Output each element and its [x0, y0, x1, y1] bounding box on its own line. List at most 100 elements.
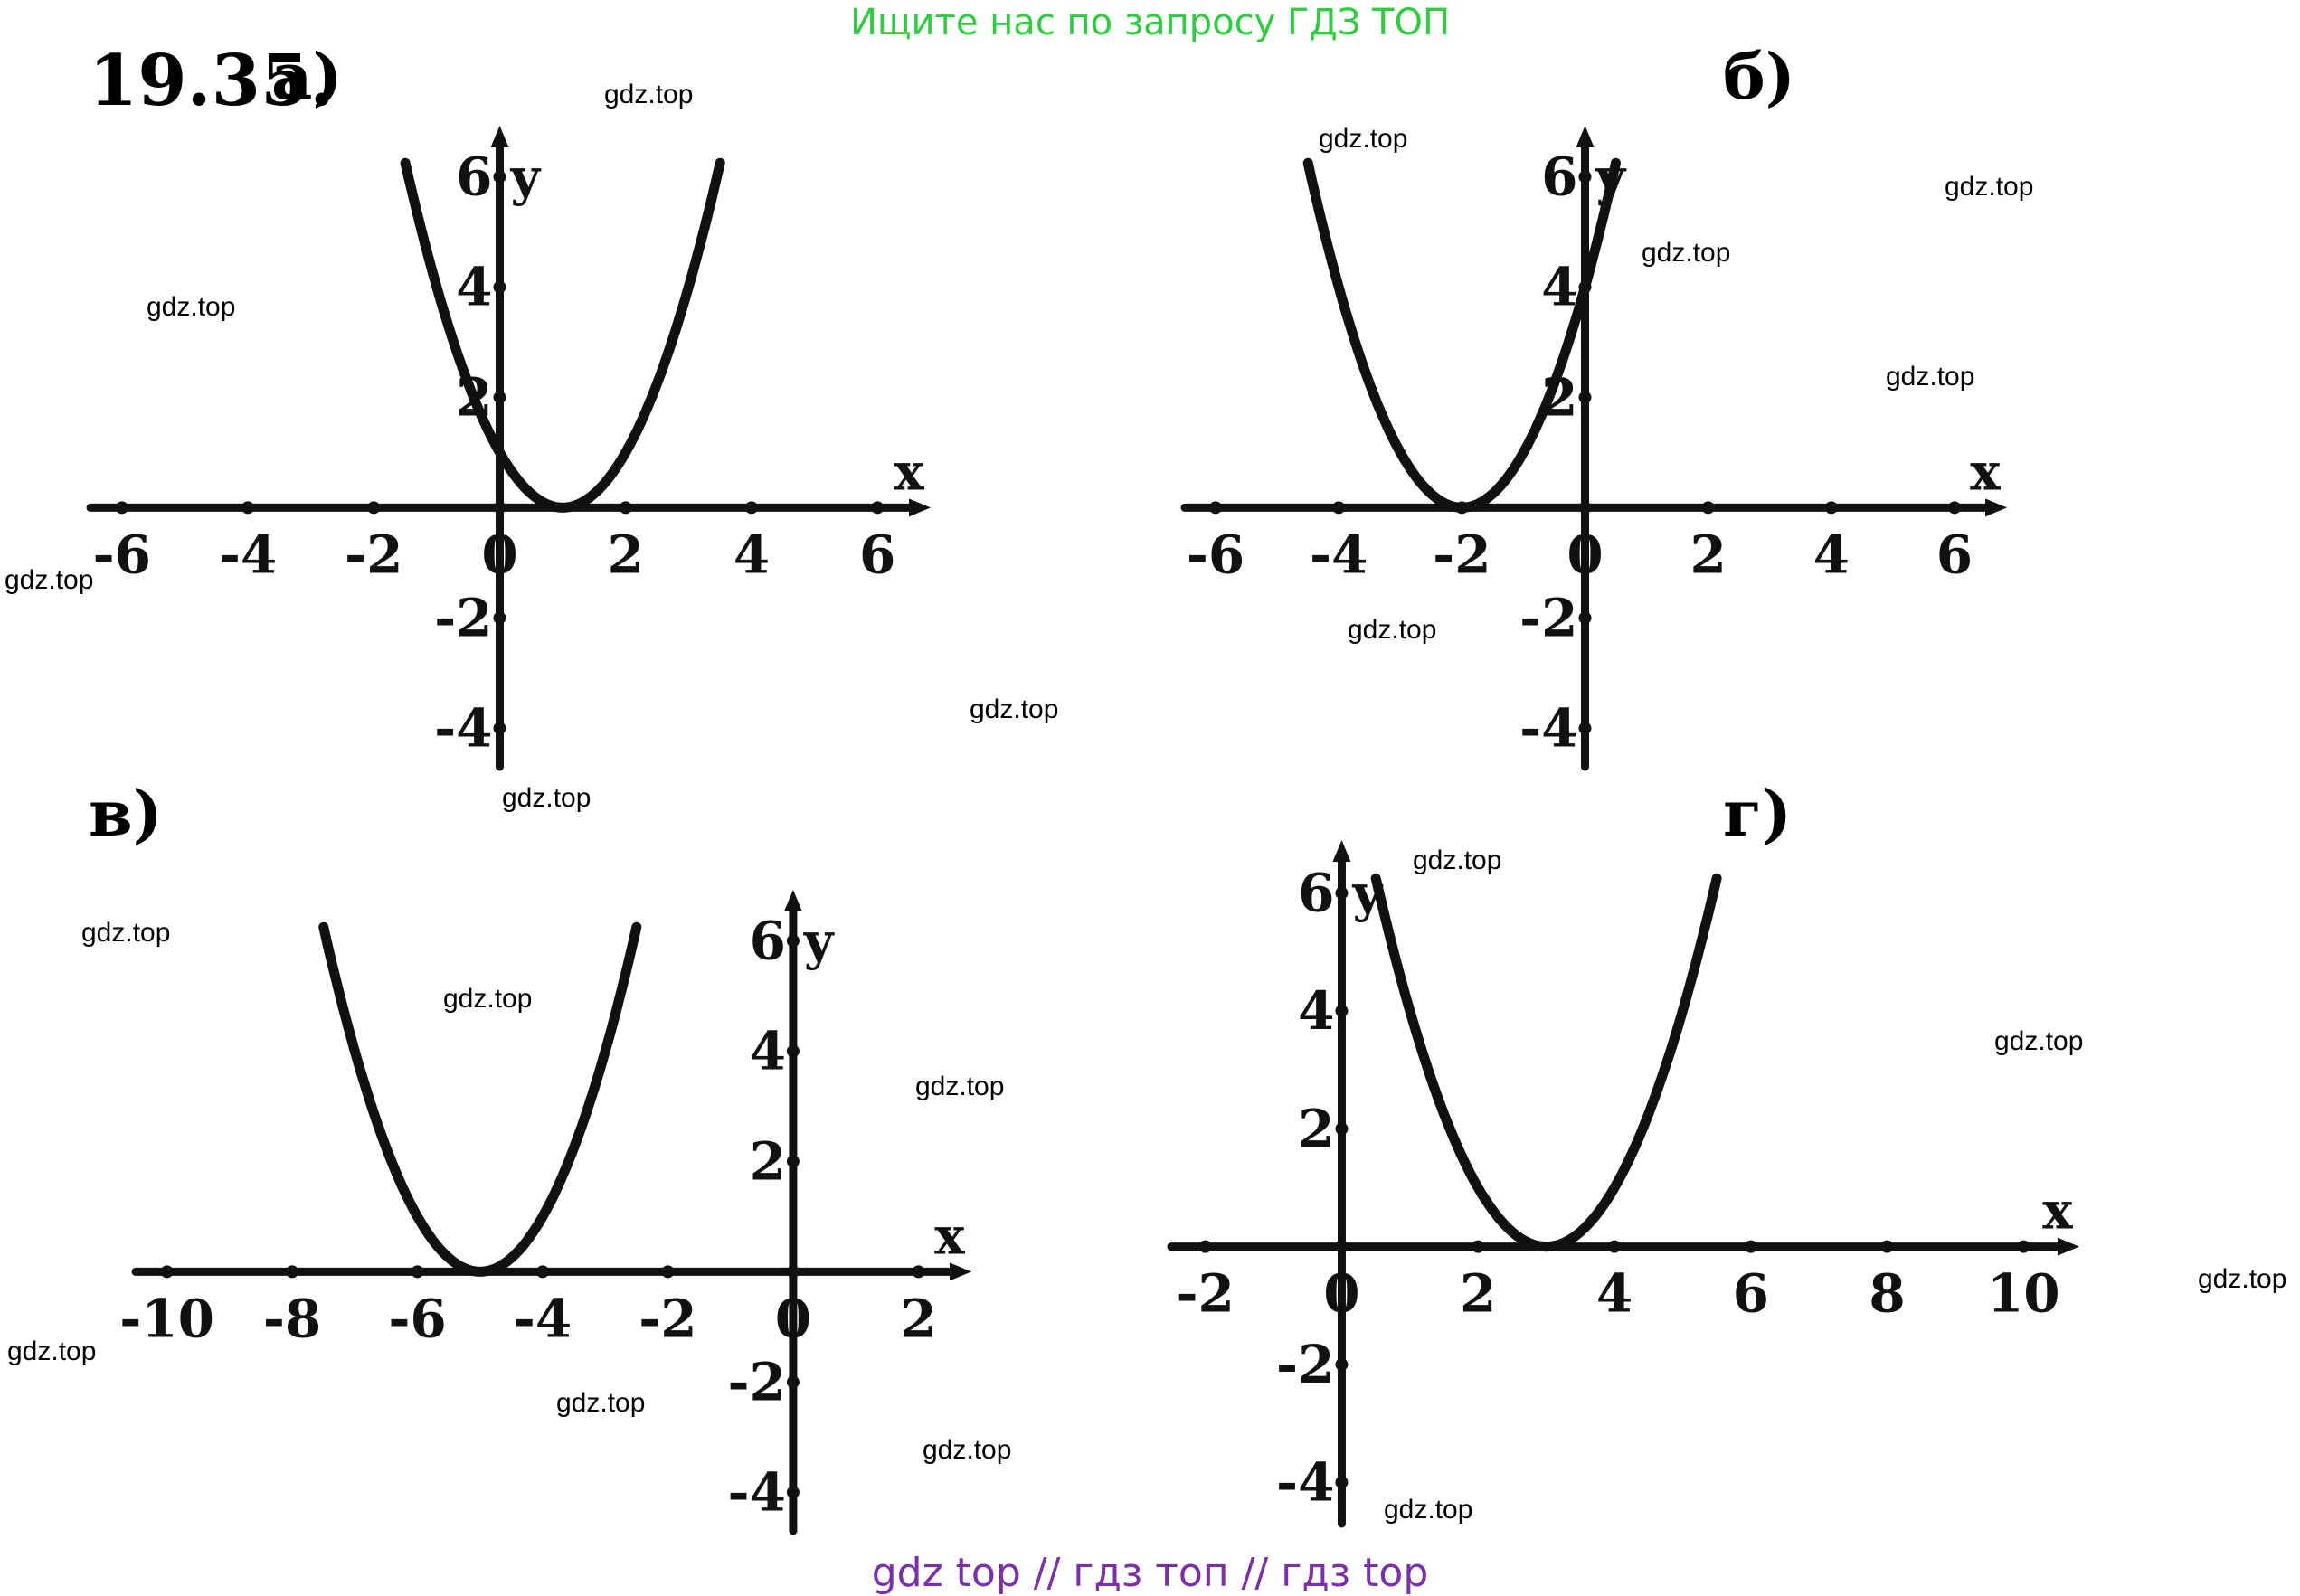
x-axis-label: x [2042, 1182, 2073, 1242]
watermark: gdz.top [923, 1435, 1012, 1465]
x-tick-mark [2017, 1240, 2030, 1253]
y-tick-mark [493, 170, 506, 184]
problem-number: 19.35. [89, 40, 335, 122]
x-tick-mark [619, 501, 632, 515]
x-tick-mark [286, 1265, 299, 1279]
y-tick-mark [786, 1044, 800, 1058]
y-tick-label: -4 [434, 697, 492, 759]
y-tick-label: 6 [1541, 146, 1577, 207]
watermark: gdz.top [443, 984, 533, 1014]
y-tick-mark [493, 722, 506, 735]
y-tick-mark [1335, 1122, 1349, 1136]
y-tick-mark [1335, 886, 1349, 900]
panel-label-v: в) [89, 776, 163, 851]
x-tick-label: -4 [514, 1288, 572, 1349]
x-tick-label: 4 [1596, 1263, 1633, 1325]
x-tick-label: 0 [1566, 524, 1603, 585]
y-tick-mark [1335, 1476, 1349, 1489]
x-tick-label: 4 [734, 524, 770, 585]
x-tick-label: 2 [1690, 524, 1726, 585]
y-tick-mark [786, 1155, 800, 1168]
parabola-curve [318, 921, 642, 1277]
watermark: gdz.top [1319, 124, 1408, 154]
y-axis-arrow [490, 126, 509, 147]
watermark: gdz.top [5, 565, 94, 595]
watermark: gdz.top [1348, 615, 1437, 645]
y-tick-mark [493, 280, 506, 294]
y-tick-label: -2 [727, 1351, 785, 1412]
x-tick-mark [1332, 501, 1346, 515]
watermark: gdz.top [1886, 362, 1975, 392]
watermark: gdz.top [7, 1336, 97, 1366]
x-tick-mark [1472, 1240, 1485, 1253]
x-axis-label: x [894, 442, 924, 502]
y-tick-label: -4 [1276, 1451, 1334, 1513]
y-tick-mark [1578, 611, 1592, 625]
x-tick-mark [1578, 501, 1592, 515]
x-tick-label: -6 [93, 524, 151, 585]
y-axis-arrow [783, 890, 802, 911]
x-tick-mark [661, 1265, 675, 1279]
y-tick-label: -2 [1519, 587, 1577, 648]
x-tick-label: -2 [1176, 1263, 1234, 1325]
search-banner: Ищите нас по запросу ГДЗ ТОП [849, 2, 1451, 43]
watermark: gdz.top [1413, 845, 1502, 875]
y-tick-label: 4 [1541, 256, 1577, 317]
x-tick-mark [160, 1265, 174, 1279]
x-tick-label: 8 [1869, 1263, 1905, 1325]
y-axis-arrow [1576, 126, 1595, 147]
y-axis-label: y [510, 147, 542, 207]
watermark: gdz.top [81, 918, 171, 948]
y-tick-mark [1578, 391, 1592, 404]
x-tick-label: 0 [481, 524, 517, 585]
watermark: gdz.top [915, 1072, 1005, 1101]
panel-label-g: г) [1723, 776, 1793, 851]
y-tick-mark [1335, 1004, 1349, 1017]
watermark: gdz.top [2198, 1264, 2287, 1294]
x-tick-mark [1744, 1240, 1757, 1253]
y-tick-mark [786, 1375, 800, 1389]
x-tick-label: -2 [345, 524, 402, 585]
y-tick-mark [786, 934, 800, 948]
x-tick-mark [1701, 501, 1715, 515]
y-tick-label: 4 [1298, 980, 1334, 1042]
x-tick-label: 2 [900, 1288, 936, 1349]
y-tick-label: 6 [1298, 863, 1334, 924]
y-tick-mark [493, 391, 506, 404]
parabola-curve [1370, 873, 1722, 1252]
x-tick-label: 2 [1460, 1263, 1496, 1325]
x-tick-label: 6 [1936, 524, 1973, 585]
y-axis-label: y [803, 911, 835, 971]
watermark: gdz.top [1945, 172, 2034, 202]
y-tick-mark [1335, 1358, 1349, 1372]
x-tick-label: 6 [1733, 1263, 1769, 1325]
x-tick-label: -6 [1187, 524, 1245, 585]
x-tick-label: -2 [1433, 524, 1491, 585]
panel-label-a: а) [271, 39, 343, 114]
y-tick-label: 6 [750, 910, 786, 971]
x-tick-mark [786, 1265, 800, 1279]
x-tick-label: -4 [1310, 524, 1368, 585]
watermark: gdz.top [1642, 238, 1731, 268]
watermark: gdz.top [1384, 1495, 1473, 1525]
x-tick-mark [912, 1265, 925, 1279]
watermark: gdz.top [604, 80, 694, 109]
y-tick-mark [786, 1486, 800, 1499]
watermark: gdz.top [147, 292, 236, 322]
x-tick-mark [115, 501, 128, 515]
x-tick-label: 10 [1987, 1263, 2060, 1325]
watermark: gdz.top [502, 783, 592, 813]
x-tick-label: 0 [1323, 1263, 1359, 1325]
panel-label-b: б) [1723, 39, 1795, 114]
y-tick-label: -2 [1276, 1334, 1334, 1395]
x-tick-mark [241, 501, 255, 515]
x-axis-arrow [1985, 498, 2007, 517]
x-axis-label: x [1970, 442, 2001, 502]
y-axis-arrow [1332, 840, 1351, 862]
x-tick-label: -8 [263, 1288, 321, 1349]
parabola-curve [400, 157, 725, 513]
